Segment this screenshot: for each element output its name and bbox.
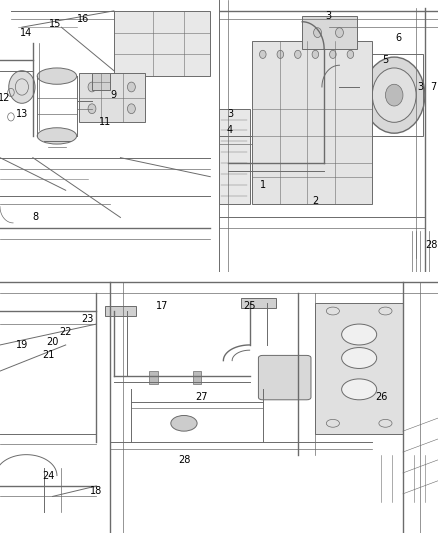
Circle shape [342, 348, 377, 368]
Text: 26: 26 [375, 392, 387, 402]
Text: 24: 24 [42, 471, 54, 481]
Circle shape [277, 50, 284, 59]
Text: 15: 15 [49, 20, 61, 29]
Bar [92, 74, 110, 90]
Bar [302, 17, 357, 49]
Circle shape [312, 50, 319, 59]
Text: 3: 3 [325, 11, 332, 21]
Circle shape [364, 57, 425, 133]
FancyBboxPatch shape [114, 11, 210, 76]
Text: 18: 18 [90, 486, 102, 496]
Text: 13: 13 [16, 109, 28, 119]
Text: 27: 27 [195, 392, 208, 402]
Text: 12: 12 [0, 93, 11, 103]
Text: 8: 8 [32, 213, 38, 222]
Circle shape [347, 50, 354, 59]
Text: 25: 25 [244, 301, 256, 311]
Circle shape [127, 82, 135, 92]
Bar [149, 371, 158, 384]
Text: 17: 17 [156, 301, 168, 311]
Bar [241, 298, 276, 309]
Text: 14: 14 [20, 28, 32, 38]
Bar [193, 371, 201, 384]
Text: 3: 3 [227, 109, 233, 119]
Circle shape [171, 416, 197, 431]
Text: 1: 1 [260, 180, 266, 190]
Circle shape [385, 84, 403, 106]
Text: 21: 21 [42, 350, 54, 360]
Text: 2: 2 [312, 196, 318, 206]
Bar [315, 303, 403, 434]
Bar [219, 109, 250, 204]
Circle shape [342, 324, 377, 345]
Text: 4: 4 [227, 125, 233, 135]
Circle shape [342, 379, 377, 400]
Ellipse shape [37, 68, 77, 84]
Ellipse shape [37, 128, 77, 144]
Bar [359, 54, 423, 136]
Text: 16: 16 [77, 14, 89, 24]
Text: 28: 28 [425, 240, 438, 249]
Text: 23: 23 [81, 314, 94, 324]
Text: 19: 19 [16, 340, 28, 350]
Bar [105, 306, 136, 316]
Text: 28: 28 [178, 455, 190, 465]
Circle shape [294, 50, 301, 59]
Circle shape [9, 71, 35, 103]
Text: 7: 7 [431, 82, 437, 92]
Text: 6: 6 [396, 33, 402, 43]
Circle shape [88, 82, 96, 92]
Text: 9: 9 [111, 90, 117, 100]
Bar [79, 74, 145, 122]
Bar [252, 41, 372, 204]
FancyBboxPatch shape [258, 356, 311, 400]
Circle shape [314, 28, 321, 37]
Circle shape [259, 50, 266, 59]
Text: 5: 5 [382, 55, 389, 65]
Text: 22: 22 [60, 327, 72, 337]
Circle shape [336, 28, 343, 37]
Text: 3: 3 [417, 82, 424, 92]
Circle shape [127, 104, 135, 114]
Circle shape [372, 68, 416, 122]
Circle shape [88, 104, 96, 114]
Text: 20: 20 [46, 337, 59, 348]
Text: 11: 11 [99, 117, 111, 127]
Circle shape [329, 50, 336, 59]
